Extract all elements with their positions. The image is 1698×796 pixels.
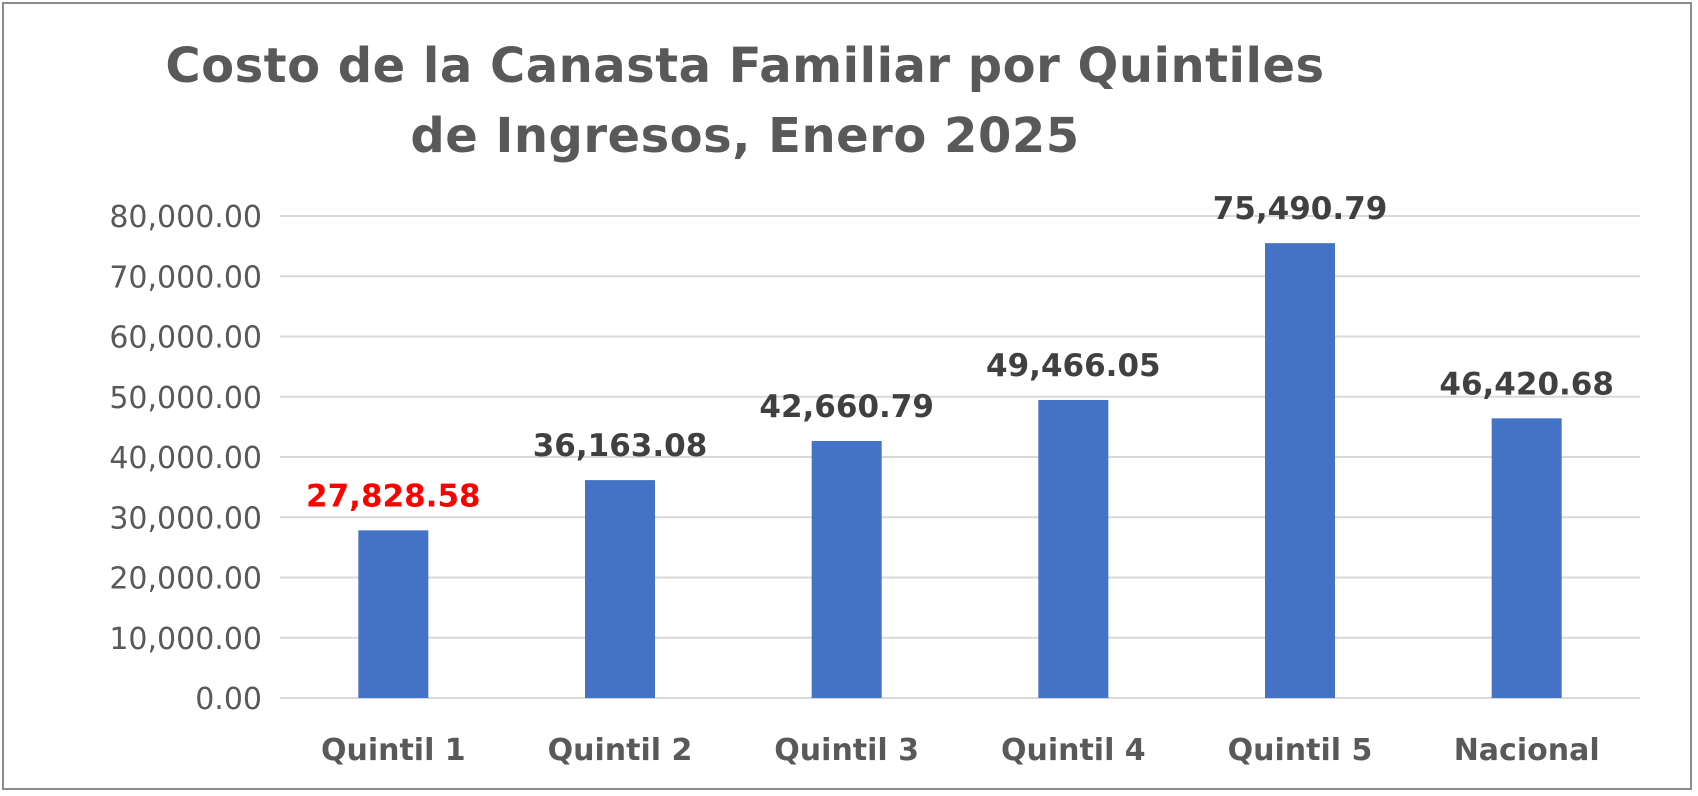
x-tick-label: Quintil 4 — [1001, 733, 1146, 768]
bar-quintil-5 — [1265, 243, 1335, 699]
y-tick-label: 40,000.00 — [109, 441, 262, 476]
x-tick-label: Nacional — [1454, 733, 1600, 768]
bars — [358, 243, 1562, 699]
x-tick-label: Quintil 1 — [321, 733, 466, 768]
x-tick-label: Quintil 2 — [548, 733, 693, 768]
y-tick-label: 10,000.00 — [109, 622, 262, 657]
bar-quintil-4 — [1038, 399, 1109, 698]
bar-quintil-3 — [811, 440, 882, 698]
chart-title-line-2: de Ingresos, Enero 2025 — [410, 108, 1080, 164]
y-tick-label: 50,000.00 — [109, 381, 262, 416]
bar-nacional — [1491, 418, 1562, 698]
data-label: 46,420.68 — [1439, 366, 1614, 402]
x-axis-ticks: Quintil 1 Quintil 2 Quintil 3 Quintil 4 Quin… — [321, 733, 1600, 768]
data-label: 42,660.79 — [759, 389, 934, 425]
data-labels: 27,828.58 36,163.08 42,660.79 49,466.05 75,4… — [306, 191, 1614, 514]
y-tick-label: 60,000.00 — [109, 321, 262, 356]
data-label: 36,163.08 — [533, 428, 708, 464]
y-tick-label: 30,000.00 — [109, 501, 262, 536]
y-tick-label: 0.00 — [195, 682, 262, 717]
data-label: 75,490.79 — [1213, 191, 1388, 227]
data-label: 27,828.58 — [306, 478, 481, 514]
data-label: 49,466.05 — [986, 348, 1161, 384]
y-tick-label: 20,000.00 — [109, 562, 262, 597]
bar-quintil-1 — [358, 530, 429, 698]
x-tick-label: Quintil 3 — [774, 733, 919, 768]
bar-quintil-2 — [585, 480, 655, 698]
x-tick-label: Quintil 5 — [1228, 733, 1373, 768]
y-tick-label: 80,000.00 — [109, 200, 262, 235]
gridlines — [280, 215, 1640, 699]
chart-title-line-1: Costo de la Canasta Familiar por Quintil… — [165, 38, 1325, 94]
y-axis-ticks: 0.00 10,000.00 20,000.00 30,000.00 40,000.00… — [109, 200, 262, 717]
y-tick-label: 70,000.00 — [109, 260, 262, 295]
